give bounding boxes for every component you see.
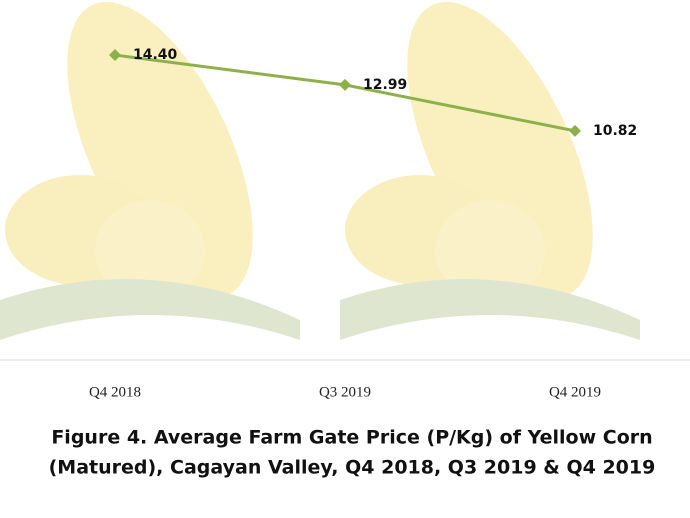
chart-title: Figure 4. Average Farm Gate Price (P/Kg)… <box>51 427 652 449</box>
data-label: 12.99 <box>363 77 407 93</box>
marker <box>569 124 581 137</box>
data-label: 14.40 <box>133 47 178 63</box>
x-tick-label: Q4 2019 <box>549 384 601 400</box>
x-tick-label: Q3 2019 <box>319 384 371 400</box>
marker <box>339 78 351 91</box>
x-tick-label: Q4 2018 <box>89 384 141 400</box>
data-label: 10.82 <box>593 123 637 139</box>
marker <box>109 49 121 62</box>
chart-title: (Matured), Cagayan Valley, Q4 2018, Q3 2… <box>49 457 656 479</box>
background-image <box>0 2 640 340</box>
